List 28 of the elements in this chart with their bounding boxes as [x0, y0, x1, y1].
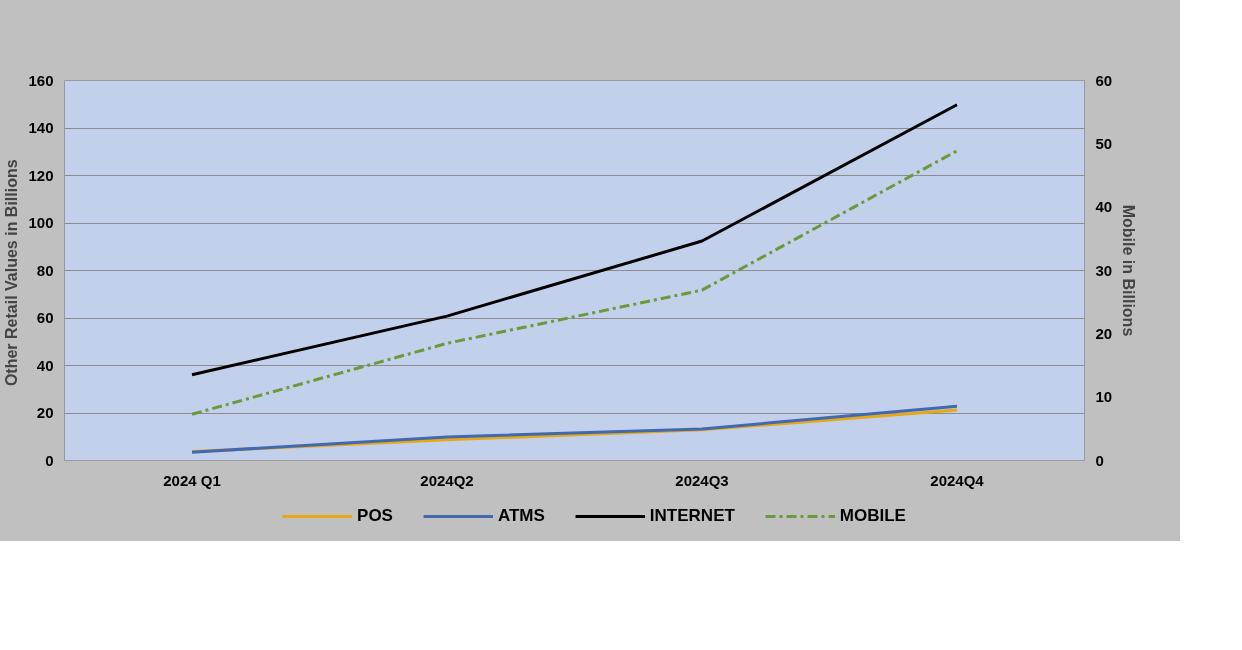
y-tick-label: 160 [28, 71, 54, 89]
x-tick-label: 2024 Q1 [163, 471, 221, 489]
y2-tick-label: 20 [1095, 324, 1113, 342]
y-tick-label: 0 [45, 451, 54, 469]
y2-tick-label: 10 [1095, 388, 1113, 406]
y2-tick-label: 50 [1095, 134, 1113, 152]
y2-axis-title: Mobile in Billions [1120, 204, 1138, 337]
y-tick-label: 40 [36, 356, 54, 374]
line-series [190, 149, 959, 416]
legend-label: POS [357, 506, 393, 526]
y-tick-label: 60 [36, 309, 54, 326]
legend-label: ATMS [497, 506, 545, 526]
x-tick-label: 2024Q4 [930, 471, 985, 489]
y-tick-label: 100 [28, 214, 54, 231]
x-tick-label: 2024Q3 [675, 471, 729, 489]
x-tick-label: 2024Q2 [420, 471, 474, 489]
y-tick-label: 20 [36, 404, 54, 421]
y2-tick-label: 0 [1095, 451, 1104, 469]
legend-label: MOBILE [839, 506, 906, 526]
y2-tick-label: 30 [1095, 261, 1113, 279]
y-axis-title: Other Retail Values in Billions [3, 159, 21, 387]
y-tick-label: 120 [28, 166, 54, 184]
y-tick-label: 80 [36, 261, 54, 279]
y2-tick-label: 40 [1095, 198, 1113, 216]
y-tick-label: 140 [28, 119, 54, 136]
line-series [190, 103, 959, 377]
y2-tick-label: 60 [1095, 71, 1113, 89]
legend-label: INTERNET [649, 506, 735, 526]
